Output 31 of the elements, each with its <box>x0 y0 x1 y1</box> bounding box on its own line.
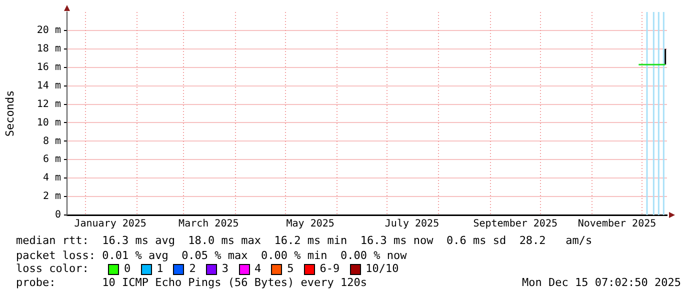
x-tick-label: September 2025 <box>473 218 558 230</box>
y-tick-label: 18 m <box>36 44 61 55</box>
text: loss color: <box>16 262 89 275</box>
text: probe: 10 ICMP Echo Pings (56 Bytes) every 120s <box>16 276 367 289</box>
text: 1 <box>156 262 164 275</box>
y-tick-label: 14 m <box>36 80 61 92</box>
x-tick-label: January 2025 <box>74 218 146 230</box>
text: packet loss: 0.01 % avg 0.05 % max 0.00 % min 0.00 % now <box>16 249 407 262</box>
text: 10/10 <box>366 262 399 275</box>
y-tick-label: 6 m <box>42 154 61 166</box>
y-tick-label: 2 m <box>42 191 61 202</box>
x-tick-label: May 2025 <box>286 218 334 230</box>
y-tick-label: 16 m <box>36 62 61 73</box>
y-axis-title: Seconds <box>3 90 16 137</box>
text: 3 <box>222 262 228 275</box>
y-tick-label: 10 m <box>36 117 61 128</box>
text: 2 <box>189 262 196 275</box>
text: 0 <box>124 262 131 275</box>
text: 6-9 <box>320 262 340 275</box>
text: median rtt: 16.3 ms avg 18.0 ms max 16.2 ms min 16.3 ms now 0.6 ms sd 28.2 am/s <box>16 234 592 247</box>
text: 4 <box>254 262 262 275</box>
text: 5 <box>287 262 294 275</box>
x-tick-label: March 2025 <box>178 218 239 230</box>
y-tick-label: 8 m <box>42 136 61 147</box>
x-tick-label: November 2025 <box>578 218 656 230</box>
y-tick-label: 4 m <box>42 172 61 184</box>
y-tick-label: 12 m <box>36 98 61 110</box>
x-tick-label: July 2025 <box>384 218 440 230</box>
y-tick-label: 20 m <box>36 25 61 36</box>
y-tick-label: 0 <box>54 210 61 221</box>
text: Mon Dec 15 07:02:50 2025 <box>522 276 681 289</box>
